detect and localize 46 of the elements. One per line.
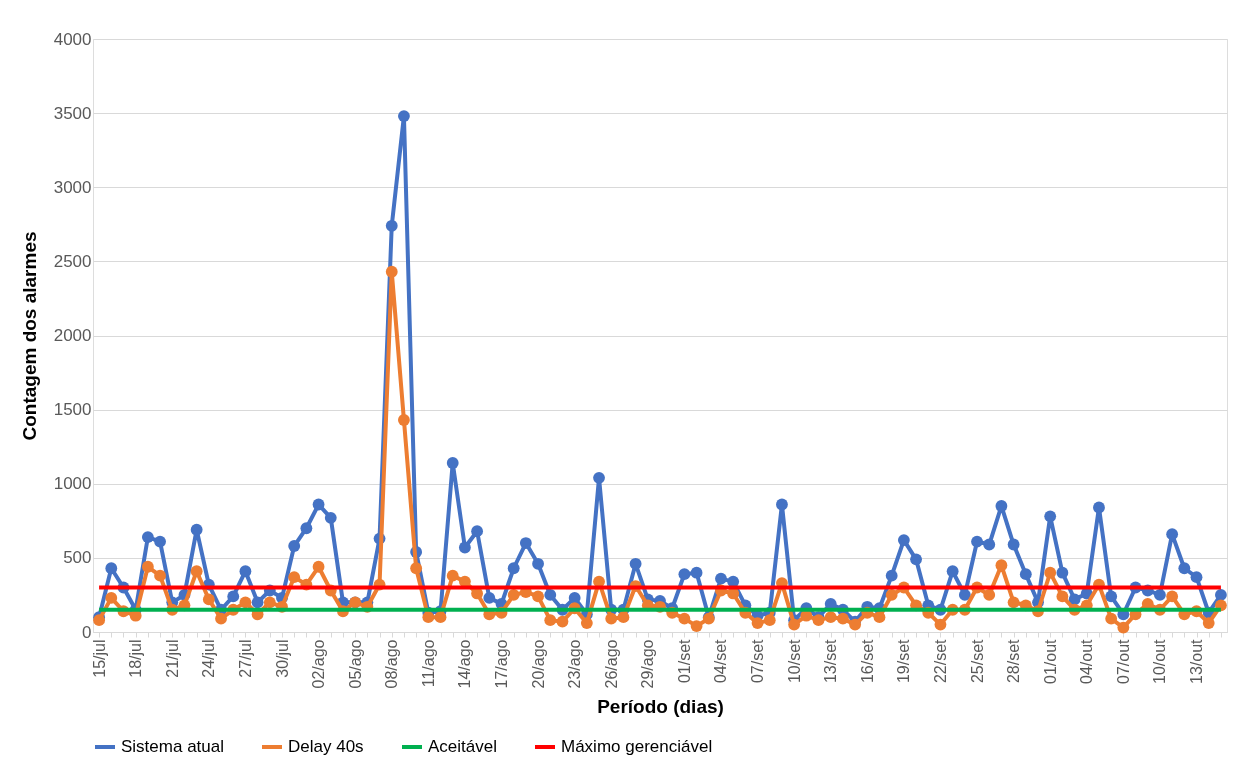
x-tick-label: 13/out <box>1188 638 1206 684</box>
x-tick-label: 22/set <box>931 638 949 684</box>
y-tick-label: 3500 <box>53 103 92 123</box>
x-tick-label: 21/jul <box>163 639 181 678</box>
y-tick-label: 500 <box>63 548 92 568</box>
x-tick-label: 08/ago <box>383 639 401 689</box>
y-axis-title: Contagem dos alarmes <box>18 231 40 441</box>
y-tick-label: 0 <box>82 622 92 642</box>
legend-label: Aceitável <box>428 737 497 756</box>
y-tick-label: 2500 <box>53 251 92 271</box>
x-tick-label: 16/set <box>858 638 876 684</box>
legend-label: Delay 40s <box>288 737 364 756</box>
x-tick-label: 07/set <box>749 638 767 684</box>
y-tick-label: 3000 <box>53 177 92 197</box>
x-tick-label: 30/jul <box>273 639 291 678</box>
x-tick-label: 11/ago <box>419 639 437 688</box>
x-tick-label: 19/set <box>895 638 913 684</box>
legend-label: Sistema atual <box>121 737 224 756</box>
x-tick-label: 20/ago <box>529 639 547 689</box>
x-tick-label: 25/set <box>968 638 986 684</box>
x-tick-label: 14/ago <box>456 639 474 689</box>
y-tick-label: 1000 <box>53 474 92 494</box>
x-tick-label: 23/ago <box>566 639 584 689</box>
x-tick-label: 26/ago <box>602 639 620 689</box>
x-tick-label: 13/set <box>822 638 840 684</box>
x-tick-label: 28/set <box>1005 638 1023 684</box>
x-tick-label: 29/ago <box>639 639 657 689</box>
x-tick-label: 24/jul <box>200 639 218 678</box>
x-tick-label: 02/ago <box>310 639 328 689</box>
x-tick-label: 10/set <box>785 638 803 684</box>
y-tick-label: 4000 <box>53 29 92 49</box>
y-tick-label: 1500 <box>53 400 92 420</box>
x-tick-label: 10/out <box>1151 638 1169 684</box>
x-tick-label: 07/out <box>1114 638 1132 684</box>
legend-label: Máximo gerenciável <box>561 737 713 756</box>
x-tick-label: 18/jul <box>127 639 145 678</box>
y-tick-label: 2000 <box>53 326 92 345</box>
x-tick-label: 05/ago <box>346 639 364 689</box>
x-tick-label: 01/set <box>675 638 693 684</box>
x-tick-label: 04/out <box>1078 638 1096 684</box>
x-tick-label: 15/jul <box>90 639 108 678</box>
x-tick-label: 04/set <box>712 638 730 684</box>
x-axis-title: Período (dias) <box>597 696 724 718</box>
x-tick-label: 01/out <box>1041 638 1059 684</box>
x-tick-label: 27/jul <box>236 639 254 678</box>
x-tick-label: 17/ago <box>492 639 510 689</box>
